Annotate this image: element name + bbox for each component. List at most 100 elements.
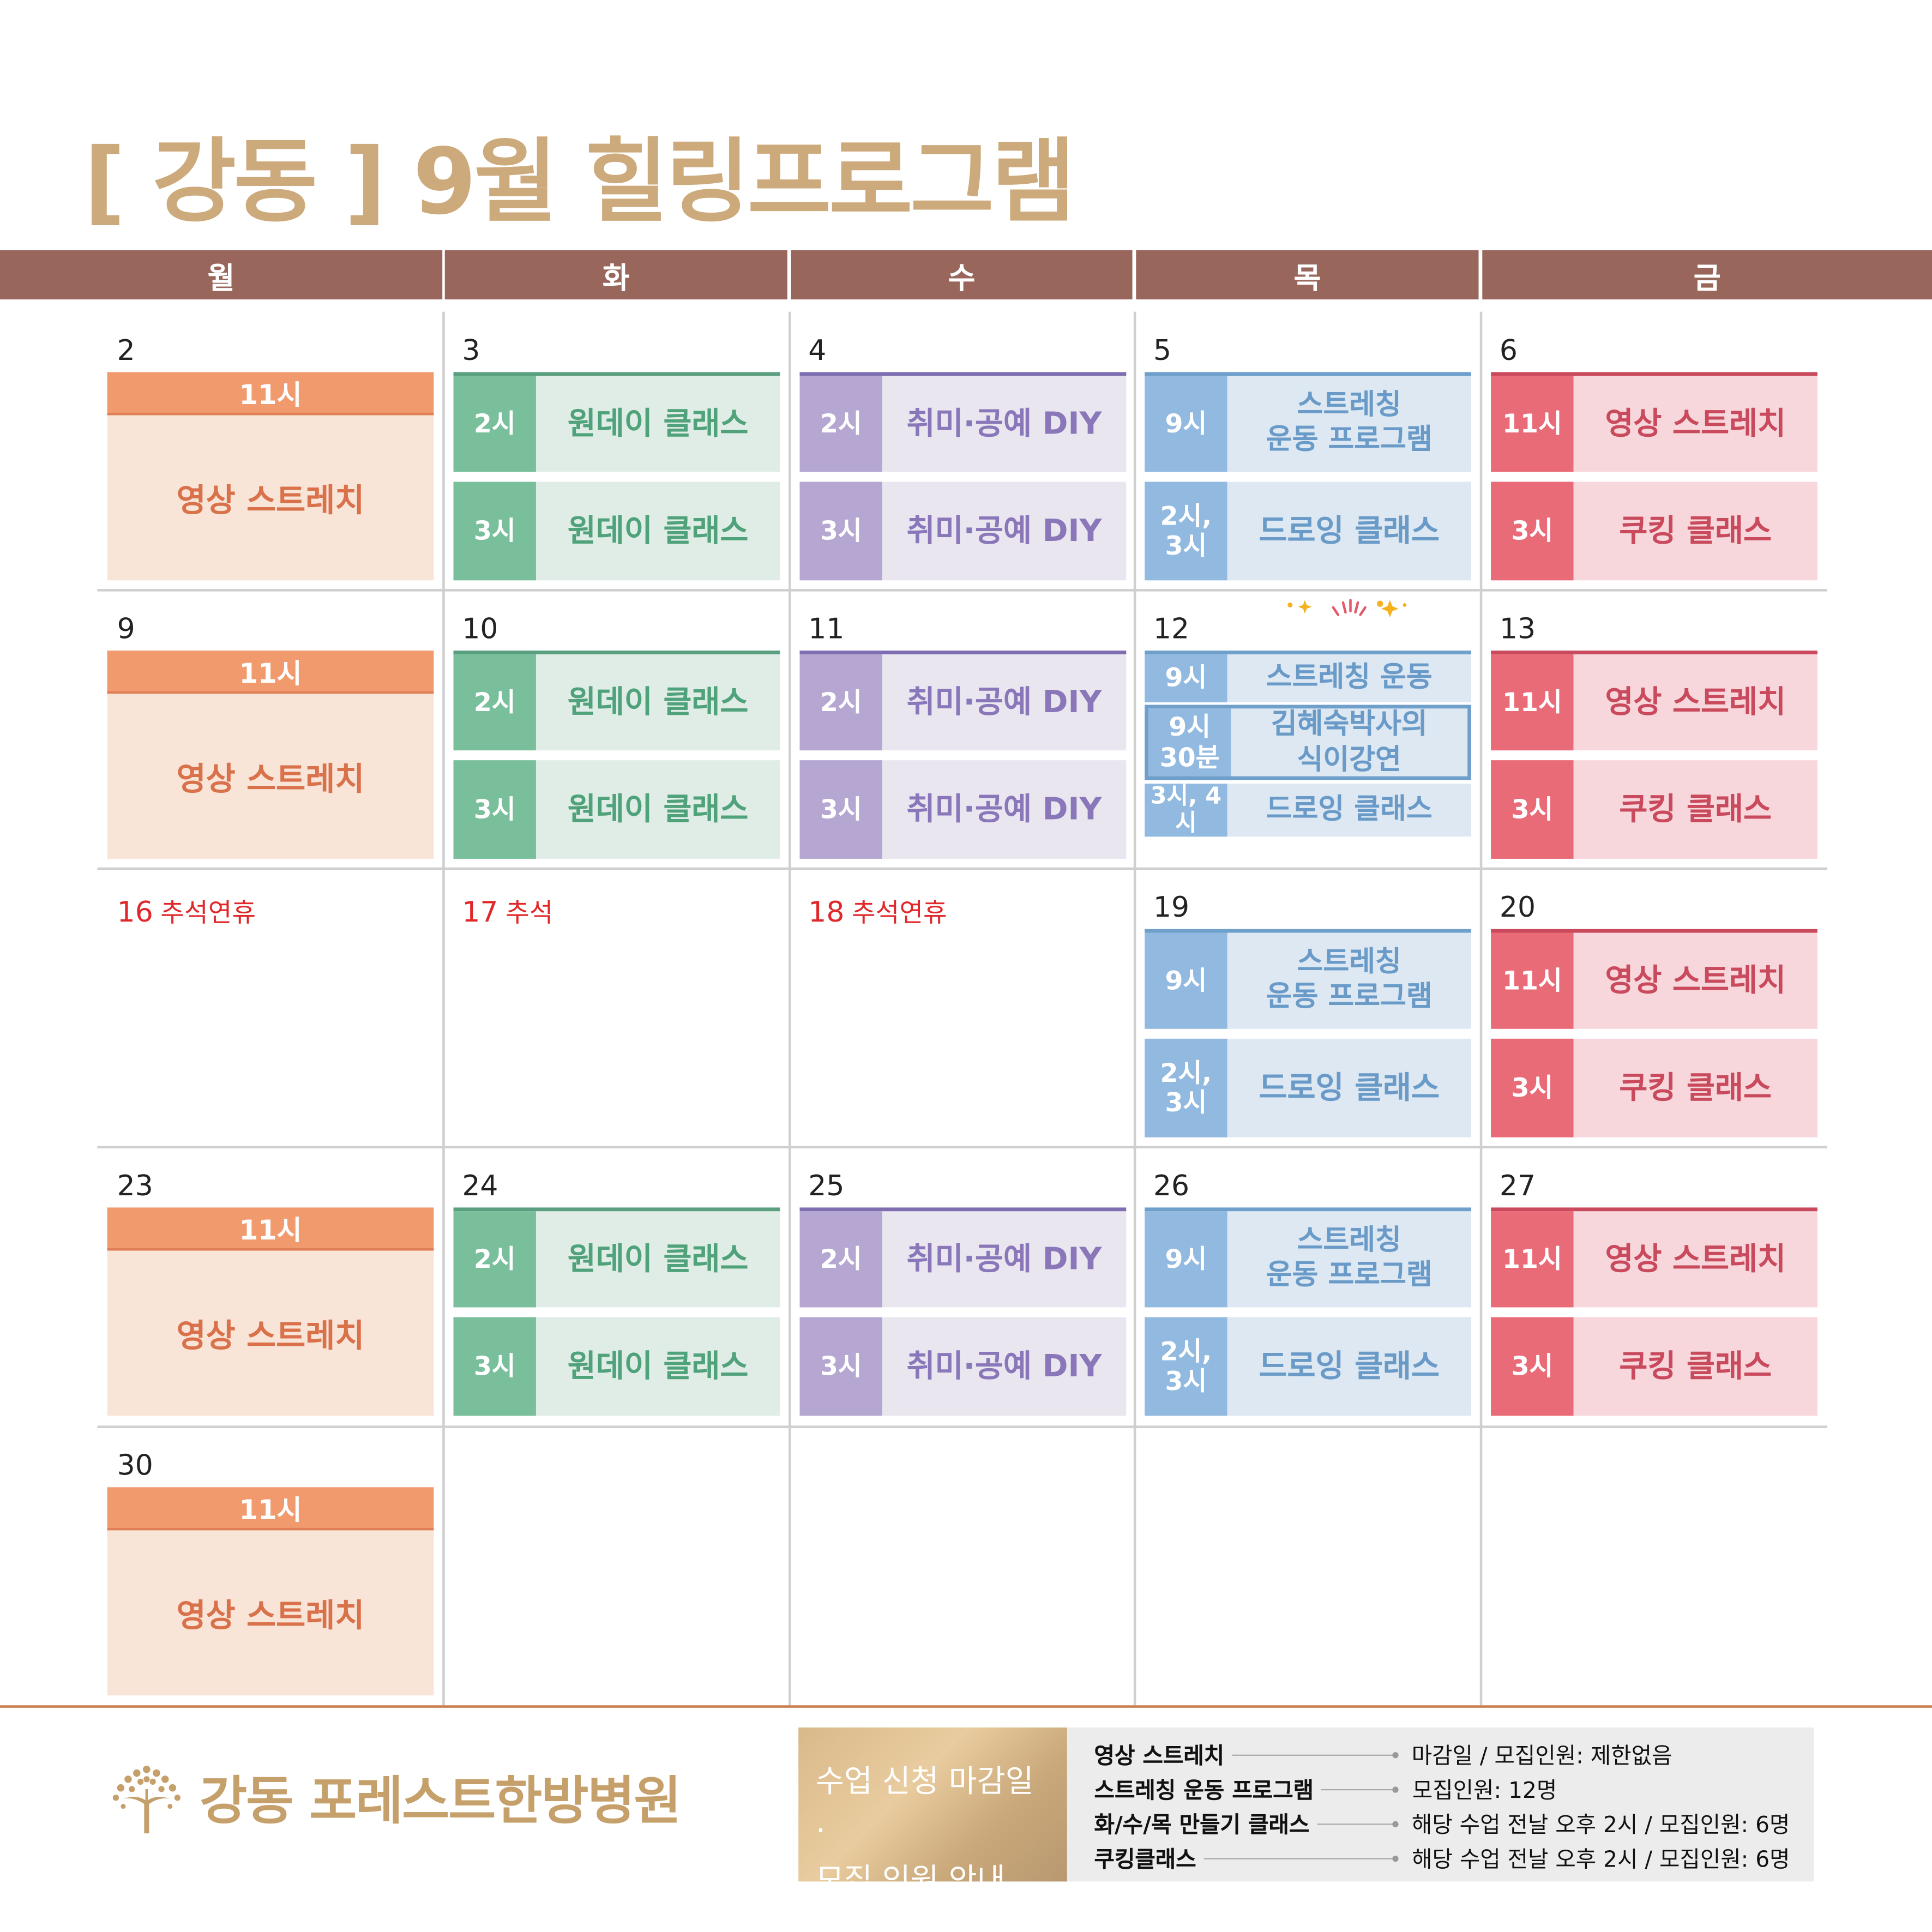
leader-line [1321,1786,1399,1792]
class-name: 취미·공예 DIY [906,512,1102,549]
class-time: 3시, 4시 [1145,782,1227,837]
class-slot[interactable]: 2시, 3시 드로잉 클래스 [1145,1038,1471,1137]
class-slot[interactable]: 2시, 3시 드로잉 클래스 [1145,482,1471,581]
hospital-name: 강동 포레스트한방병원 [200,1771,682,1831]
class-name: 영상 스트레치 [107,415,434,581]
row-divider [97,867,1827,870]
program-label: 영상 스트레치 [1094,1743,1225,1770]
class-slot[interactable]: 9시 스트레칭 운동 프로그램 [1145,1207,1471,1308]
divider [0,1705,1932,1708]
weekday-header-tue: 화 [444,250,787,300]
class-time: 3시 [1491,482,1574,581]
info-row: 영상 스트레치 마감일 / 모집인원: 제한없음 [1094,1737,1814,1772]
class-name: 드로잉 클래스 [1259,1069,1440,1105]
class-name: 영상 스트레치 [1605,684,1786,720]
class-slot[interactable]: 11시 영상 스트레치 [1491,372,1817,472]
class-slot[interactable]: 3시 취미·공예 DIY [799,1317,1127,1416]
class-time: 2시, 3시 [1145,1317,1227,1416]
holiday-date: 16 추석연휴 [117,893,256,930]
class-slot[interactable]: 11시 영상 스트레치 [1491,1207,1817,1308]
info-row: 쿠킹클래스 해당 수업 전날 오후 2시 / 모집인원: 6명 [1094,1841,1814,1875]
class-name: 김혜숙박사의 식이강연 [1271,708,1428,776]
date-number: 27 [1499,1170,1536,1203]
class-slot[interactable]: 3시 취미·공예 DIY [799,760,1127,859]
weekday-header-wed: 수 [791,250,1133,300]
class-slot[interactable]: 11시 영상 스트레치 [1491,651,1817,751]
info-row: 화/수/목 만들기 클래스 해당 수업 전날 오후 2시 / 모집인원: 6명 [1094,1807,1814,1841]
class-slot[interactable]: 3시 원데이 클래스 [453,760,780,859]
class-slot[interactable]: 3시 원데이 클래스 [453,482,780,581]
class-slot[interactable]: 3시 쿠킹 클래스 [1491,482,1817,581]
date-number: 11 [808,613,845,646]
column-divider [789,311,791,1706]
class-time: 3시 [453,760,536,859]
holiday-label: 추석연휴 [160,898,256,928]
weekday-header-thu: 목 [1136,250,1479,300]
tree-logo-icon [112,1765,181,1833]
class-name: 드로잉 클래스 [1266,793,1433,826]
class-slot[interactable]: 2시 취미·공예 DIY [799,651,1127,751]
class-slot[interactable]: 3시 쿠킹 클래스 [1491,1317,1817,1416]
class-name: 스트레칭 운동 프로그램 [1266,1225,1433,1292]
row-divider [97,1425,1827,1428]
class-name: 드로잉 클래스 [1259,1348,1440,1384]
class-slot[interactable]: 2시 원데이 클래스 [453,651,780,751]
class-slot[interactable]: 2시 원데이 클래스 [453,1207,780,1308]
program-detail: 해당 수업 전날 오후 2시 / 모집인원: 6명 [1412,1847,1790,1873]
class-time: 9시 [1145,376,1227,472]
class-slot[interactable]: 9시 스트레칭 운동 프로그램 [1145,929,1471,1029]
hospital-logo: 강동 포레스트한방병원 [109,1760,682,1835]
class-time: 11시 [1491,376,1574,472]
class-slot[interactable]: 9시 30분 김혜숙박사의 식이강연 [1145,705,1471,780]
class-name: 취미·공예 DIY [906,405,1102,441]
class-name: 원데이 클래스 [567,684,749,720]
program-detail: 모집인원: 12명 [1412,1778,1557,1804]
class-slot[interactable]: 2시 원데이 클래스 [453,372,780,472]
class-name: 영상 스트레치 [1605,1241,1786,1277]
class-slot[interactable]: 3시 쿠킹 클래스 [1491,1038,1817,1137]
enrollment-info-box: 수업 신청 마감일 · 모집 인원 안내 영상 스트레치 마감일 / 모집인원: … [798,1727,1814,1898]
info-row: 스트레칭 운동 프로그램 모집인원: 12명 [1094,1772,1814,1806]
class-time: 11시 [1491,654,1574,751]
date-number: 19 [1153,892,1190,924]
class-name: 쿠킹 클래스 [1619,1069,1772,1105]
class-time: 2시, 3시 [1145,1038,1227,1137]
program-label: 화/수/목 만들기 클래스 [1094,1812,1310,1839]
info-title-line-2: 모집 인원 안내 [815,1862,1006,1898]
class-slot[interactable]: 9시 스트레칭 운동 [1145,651,1471,702]
class-slot[interactable]: 11시 영상 스트레치 [1491,929,1817,1029]
class-slot[interactable]: 2시, 3시 드로잉 클래스 [1145,1317,1471,1416]
class-time: 2시 [453,1211,536,1308]
class-name: 쿠킹 클래스 [1619,791,1772,827]
row-divider [97,589,1827,592]
holiday-label: 추석 [505,898,553,928]
weekday-header-mon: 월 [0,250,443,300]
class-slot[interactable]: 3시, 4시 드로잉 클래스 [1145,782,1471,837]
date-number: 25 [808,1170,845,1203]
holiday-date: 18 추석연휴 [808,893,947,930]
class-name: 원데이 클래스 [567,1348,749,1384]
class-slot[interactable]: 3시 취미·공예 DIY [799,482,1127,581]
class-slot[interactable]: 3시 원데이 클래스 [453,1317,780,1416]
class-time: 11시 [107,651,434,694]
class-slot[interactable]: 3시 쿠킹 클래스 [1491,760,1817,859]
class-slot[interactable]: 9시 스트레칭 운동 프로그램 [1145,372,1471,472]
class-time: 2시 [799,1211,882,1308]
date-number: 20 [1499,892,1536,924]
class-name: 원데이 클래스 [567,405,749,441]
class-name: 취미·공예 DIY [906,791,1102,827]
class-time: 9시 [1145,654,1227,702]
date-number: 2 [117,335,135,368]
class-slot[interactable]: 2시 취미·공예 DIY [799,372,1127,472]
info-title-line-1: 수업 신청 마감일 · [815,1763,1034,1849]
date-number: 6 [1499,335,1518,368]
class-slot[interactable]: 2시 취미·공예 DIY [799,1207,1127,1308]
class-time: 3시 [1491,1317,1574,1416]
page-title: [ 강동 ] 9월 힐링프로그램 [83,129,1076,236]
holiday-label: 추석연휴 [852,898,947,928]
row-divider [97,1146,1827,1148]
class-name: 영상 스트레치 [107,694,434,859]
program-label: 쿠킹클래스 [1094,1847,1196,1873]
class-name: 스트레칭 운동 프로그램 [1266,389,1433,456]
